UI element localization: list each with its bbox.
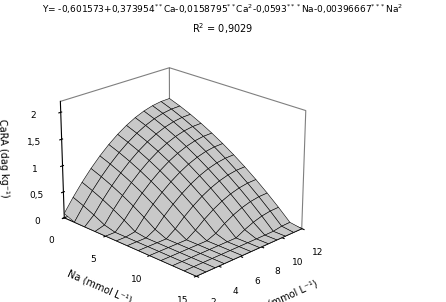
X-axis label: Ca(mmol L⁻¹): Ca(mmol L⁻¹) (255, 278, 319, 302)
Y-axis label: Na (mmol L⁻¹): Na (mmol L⁻¹) (66, 268, 133, 302)
Text: Y= -0,601573+0,373954$^{**}$Ca-0,0158795$^{**}$Ca$^2$-0,0593$^{***}$Na-0,0039666: Y= -0,601573+0,373954$^{**}$Ca-0,0158795… (42, 3, 404, 16)
Text: R$^2$ = 0,9029: R$^2$ = 0,9029 (192, 21, 254, 36)
